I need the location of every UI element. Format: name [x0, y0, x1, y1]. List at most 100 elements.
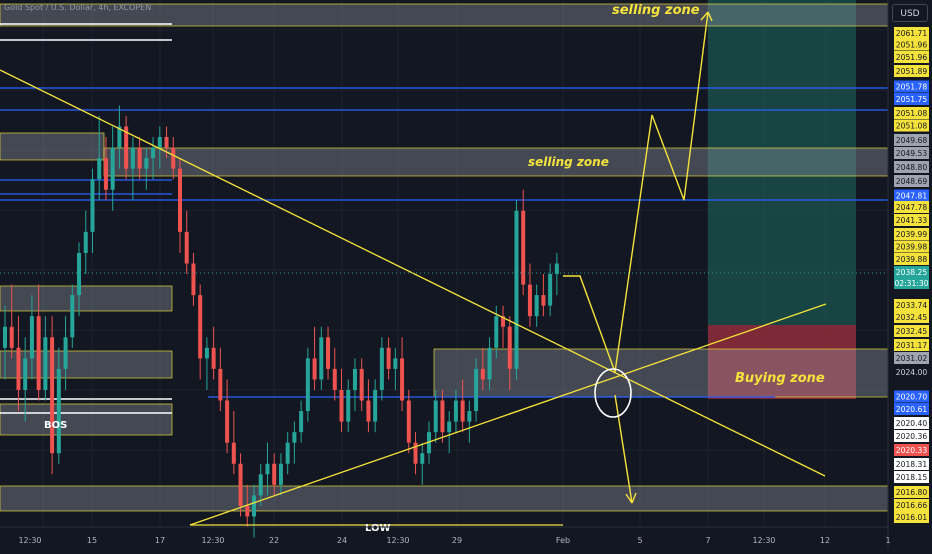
y-tick-label-bg [894, 27, 929, 39]
candle-body [420, 453, 425, 464]
candle-body [346, 389, 351, 422]
y-tick-label-bg [894, 499, 929, 511]
candle-body [265, 463, 270, 475]
candle-37 [252, 484, 257, 538]
y-tick-label: 2041.33 [896, 216, 928, 225]
y-tick-label-bg [894, 458, 929, 470]
y-tick-label: 2049.68 [896, 136, 928, 145]
y-tick-label: 2048.69 [896, 177, 928, 186]
candle-body [157, 137, 162, 148]
candle-12 [83, 210, 88, 275]
candle-body [83, 231, 88, 253]
y-tick-label: 2051.78 [896, 83, 928, 92]
candle-62 [420, 442, 425, 485]
candle-body [110, 147, 115, 190]
y-tick-label-bg [894, 80, 929, 93]
candle-49 [332, 347, 337, 401]
candle-body [252, 495, 257, 517]
candle-body [144, 158, 149, 169]
annotation-selling-zone-mid: selling zone [528, 155, 609, 169]
candle-17 [117, 105, 122, 169]
candle-body [386, 347, 391, 369]
candle-31 [211, 326, 216, 380]
y-tick-label: 2033.74 [896, 301, 928, 310]
candle-body [97, 158, 102, 180]
candle-20 [137, 137, 142, 180]
candle-76 [514, 200, 519, 380]
y-tick-label-bg [894, 430, 929, 442]
y-tick-label: 2039.88 [896, 255, 928, 264]
y-tick-label-bg [894, 93, 929, 105]
candle-body [43, 337, 48, 390]
candle-body [70, 295, 75, 338]
y-tick-label-bg [894, 266, 929, 278]
candle-11 [77, 242, 82, 317]
candle-44 [299, 400, 304, 443]
candle-body [103, 158, 108, 190]
candle-body [366, 400, 371, 422]
zone-rect-left-1 [0, 132, 105, 161]
candle-body [527, 284, 532, 317]
y-tick-label: 2018.31 [896, 460, 928, 469]
candle-body [494, 316, 499, 348]
y-tick-label-bg [894, 161, 929, 173]
y-tick-label: 2047.81 [896, 192, 928, 201]
candle-body [164, 137, 169, 148]
candle-54 [366, 379, 371, 433]
candle-body [541, 295, 546, 306]
candle-body [534, 295, 539, 317]
candle-22 [151, 137, 156, 180]
candle-body [426, 432, 431, 454]
y-tick-label-bg [894, 51, 929, 63]
candle-body [56, 368, 61, 454]
candle-body [453, 400, 458, 422]
ascending-trendline [189, 303, 827, 526]
candle-body [359, 368, 364, 401]
take-profit-zone [708, 0, 856, 325]
y-tick-label: 2039.99 [896, 230, 928, 239]
candle-32 [218, 347, 223, 412]
candle-41 [278, 453, 283, 496]
candle-body [480, 368, 485, 380]
candle-body [198, 295, 203, 359]
y-tick-label: 2016.01 [896, 513, 928, 522]
x-tick-label: 1 [885, 536, 890, 545]
annotation-buying-zone: Buying zone [735, 371, 825, 386]
x-tick-label: 15 [87, 536, 97, 545]
y-tick-label: 2061.71 [896, 29, 928, 38]
candle-39 [265, 442, 270, 496]
candle-body [299, 411, 304, 433]
candle-body [90, 179, 95, 232]
candle-body [23, 358, 28, 390]
candle-10 [70, 284, 75, 348]
y-tick-label: 2051.89 [896, 67, 928, 76]
y-tick-label: 2020.61 [896, 405, 928, 414]
candle-body [231, 442, 236, 464]
y-tick-label-bg [894, 240, 929, 253]
currency-button[interactable]: USD [892, 4, 928, 22]
x-tick-label: 7 [705, 536, 710, 545]
y-tick-label-bg [894, 119, 929, 132]
candle-50 [339, 368, 344, 433]
y-tick-label: 2051.96 [896, 53, 928, 62]
y-tick-label-bg [894, 471, 929, 483]
candle-body [305, 358, 310, 412]
candle-body [312, 358, 317, 380]
y-tick-label: 2038.25 [896, 268, 928, 277]
candle-body [238, 463, 243, 506]
y-tick-label-bg [894, 107, 929, 119]
candle-8 [56, 347, 61, 464]
projection-path-up [563, 11, 709, 373]
candle-body [225, 400, 230, 443]
candle-body [29, 316, 34, 359]
y-tick-label: 2032.45 [896, 327, 928, 336]
candle-56 [379, 337, 384, 401]
candle-body [151, 147, 156, 159]
y-tick-label: 2020.40 [896, 419, 928, 428]
candle-1 [9, 284, 14, 359]
candle-body [16, 347, 21, 390]
candle-4 [29, 295, 34, 380]
candle-60 [406, 389, 411, 454]
